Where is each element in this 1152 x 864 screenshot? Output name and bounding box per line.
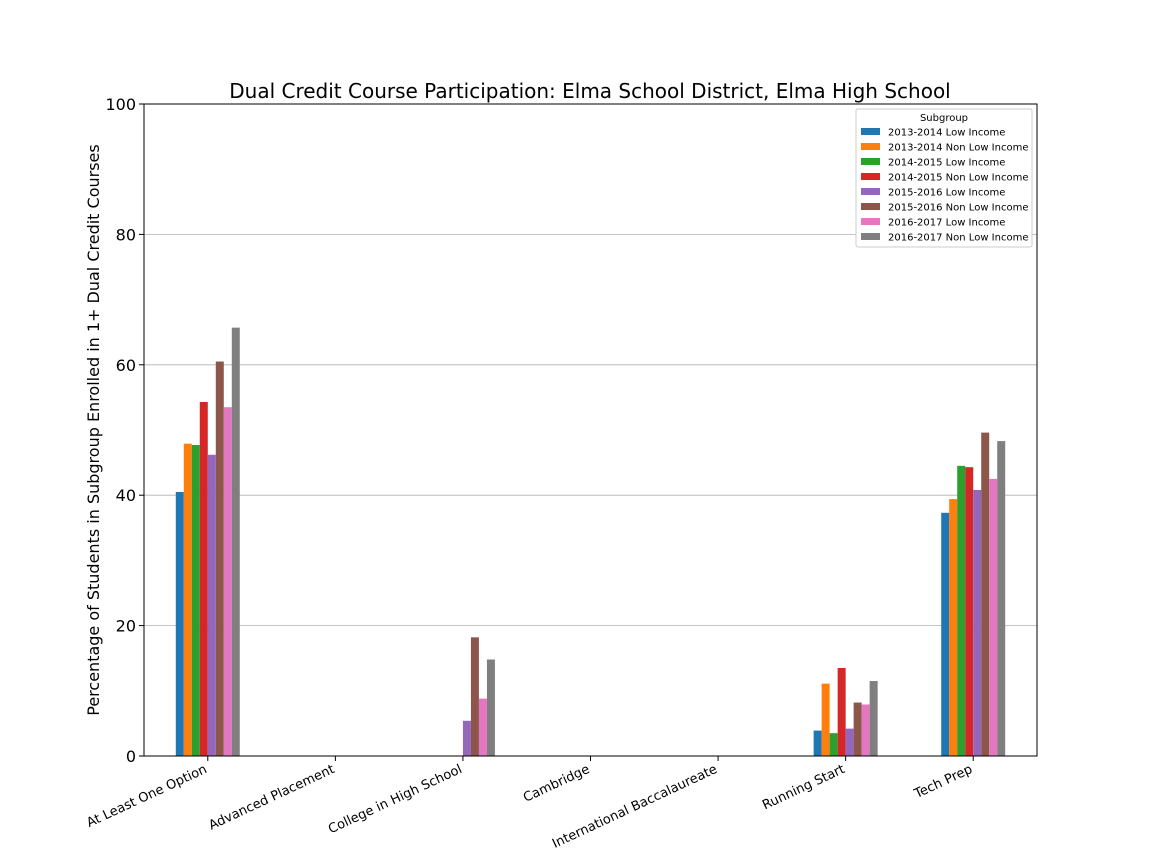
bar — [191, 444, 200, 756]
bar — [957, 465, 966, 756]
bar — [997, 441, 1006, 756]
bar — [470, 637, 479, 756]
y-tick-label: 20 — [116, 617, 136, 636]
legend-label: 2015-2016 Non Low Income — [888, 203, 1028, 214]
bar — [231, 327, 240, 756]
bar — [215, 361, 224, 756]
y-tick-label: 80 — [116, 225, 136, 244]
y-tick-label: 40 — [116, 486, 136, 505]
legend: Subgroup 2013-2014 Low Income 2013-2014 N… — [855, 108, 1033, 248]
legend-frame — [855, 108, 1033, 248]
x-tick-label: College in High School — [326, 762, 464, 837]
legend-label: 2015-2016 Low Income — [888, 188, 1005, 199]
legend-label: 2013-2014 Non Low Income — [888, 143, 1028, 154]
legend-label: 2016-2017 Low Income — [888, 218, 1005, 229]
bar — [462, 720, 471, 756]
bar — [183, 443, 192, 756]
bar — [486, 659, 495, 756]
legend-swatch — [861, 128, 880, 135]
bar — [869, 681, 878, 756]
legend-items: 2013-2014 Low Income 2013-2014 Non Low In… — [861, 128, 1028, 244]
legend-swatch — [861, 188, 880, 195]
bar — [845, 728, 854, 756]
x-tick-label: Tech Prep — [911, 762, 975, 802]
y-tick-label: 60 — [116, 356, 136, 375]
legend-swatch — [861, 158, 880, 165]
y-tick-label: 0 — [126, 747, 136, 766]
bar — [821, 683, 830, 756]
bar — [813, 730, 822, 756]
x-tick-label: Advanced Placement — [207, 762, 337, 833]
legend-swatch — [861, 173, 880, 180]
bar — [861, 704, 870, 756]
legend-label: 2014-2015 Non Low Income — [888, 173, 1028, 184]
chart-title: Dual Credit Course Participation: Elma S… — [229, 79, 950, 103]
bar — [853, 702, 862, 756]
legend-swatch — [861, 218, 880, 225]
legend-title: Subgroup — [920, 113, 968, 124]
x-tick-label: Running Start — [760, 762, 847, 813]
legend-label: 2013-2014 Low Income — [888, 128, 1005, 139]
bar — [199, 401, 208, 756]
bar — [981, 432, 990, 756]
x-tick-label: At Least One Option — [85, 762, 210, 831]
legend-swatch — [861, 143, 880, 150]
legend-label: 2016-2017 Non Low Income — [888, 233, 1028, 244]
bar — [965, 467, 974, 756]
bar-series — [175, 327, 1006, 756]
bar — [223, 407, 232, 756]
legend-label: 2014-2015 Low Income — [888, 158, 1005, 169]
y-axis-ticks: 0 20 40 60 80 100 — [105, 95, 144, 766]
y-tick-label: 100 — [105, 95, 136, 114]
legend-swatch — [861, 233, 880, 240]
bar — [973, 489, 982, 756]
bar — [941, 512, 950, 756]
bar — [207, 454, 216, 756]
legend-swatch — [861, 203, 880, 210]
bar — [175, 491, 184, 756]
bar — [989, 478, 998, 756]
y-axis-label: Percentage of Students in Subgroup Enrol… — [84, 144, 103, 715]
bar — [837, 667, 846, 756]
bar — [478, 698, 487, 756]
bar — [949, 499, 958, 756]
bar — [829, 733, 838, 756]
x-tick-label: Cambridge — [521, 762, 592, 806]
